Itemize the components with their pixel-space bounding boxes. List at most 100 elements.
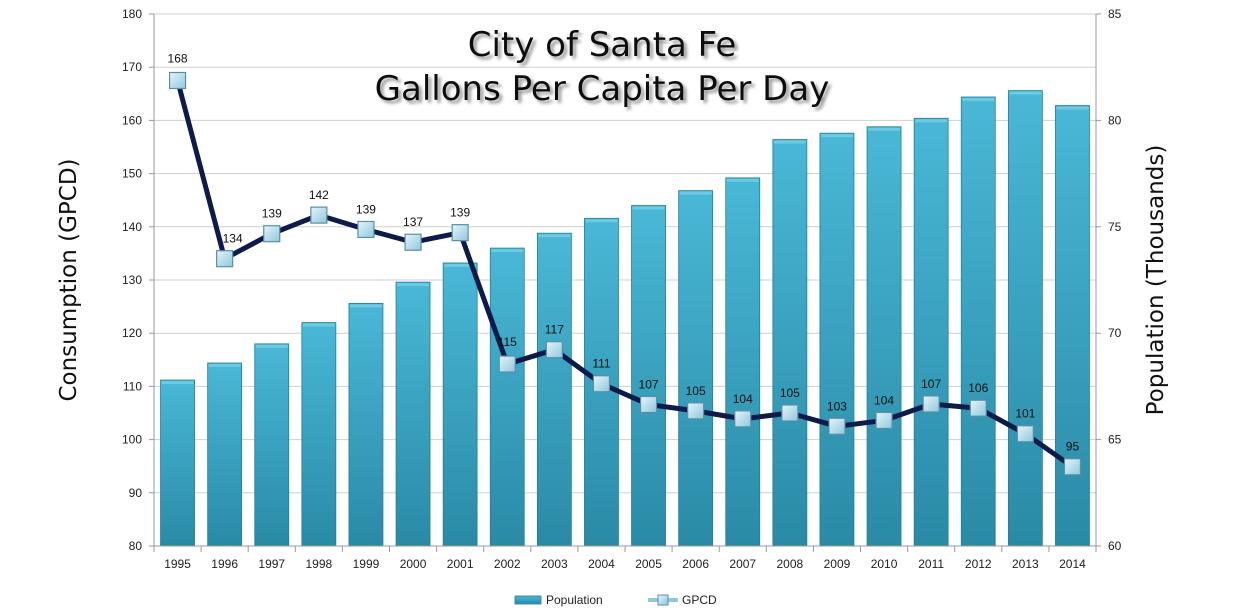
population-bar	[160, 379, 195, 547]
population-bar	[772, 139, 808, 547]
population-bar	[913, 117, 949, 547]
gpcd-marker	[734, 410, 752, 428]
gpcd-data-label: 139	[262, 207, 282, 221]
right-tick-label: 80	[1108, 113, 1122, 127]
population-bar-highlight	[820, 134, 853, 138]
gpcd-marker	[828, 417, 846, 435]
gpcd-data-label: 107	[921, 377, 941, 391]
x-tick-label: 2007	[729, 557, 756, 571]
gpcd-marker	[592, 375, 611, 393]
x-tick-label: 1998	[305, 557, 332, 571]
gpcd-marker	[687, 402, 705, 420]
population-bar	[725, 177, 761, 547]
gpcd-marker	[451, 224, 469, 242]
population-bar-highlight	[632, 206, 665, 210]
population-bar	[442, 262, 478, 547]
legend-population-swatch	[514, 595, 542, 605]
gpcd-data-label: 106	[968, 381, 988, 395]
legend-gpcd-label: GPCD	[682, 593, 717, 607]
gpcd-data-label: 105	[780, 386, 800, 400]
left-axis-title: Consumption (GPCD)	[56, 158, 82, 401]
population-bar-highlight	[302, 323, 335, 327]
population-bar-highlight	[773, 140, 806, 144]
legend: Population GPCD	[514, 593, 717, 607]
x-tick-label: 2009	[824, 557, 851, 571]
population-bar	[395, 281, 431, 547]
gpcd-data-label: 103	[827, 399, 847, 413]
population-bar	[254, 343, 290, 547]
right-axis-title: Population (Thousands)	[1143, 145, 1169, 416]
population-bar-highlight	[208, 363, 241, 367]
gpcd-data-label: 117	[545, 323, 564, 337]
x-tick-label: 2012	[965, 557, 992, 571]
population-bar-highlight	[585, 219, 618, 223]
left-tick-label: 100	[122, 433, 142, 447]
population-bar-highlight	[538, 234, 571, 238]
gpcd-data-label: 115	[498, 335, 517, 349]
x-tick-label: 2011	[918, 557, 944, 571]
population-bar-highlight	[255, 344, 288, 348]
population-bar-highlight	[1056, 106, 1089, 110]
gpcd-marker	[1016, 425, 1034, 443]
gpcd-data-label: 104	[874, 393, 894, 407]
x-tick-label: 1996	[211, 557, 238, 571]
left-tick-label: 140	[122, 220, 142, 234]
gpcd-marker	[1063, 458, 1082, 476]
population-bar	[348, 303, 384, 547]
x-tick-label: 1999	[353, 557, 380, 571]
x-tick-label: 2008	[776, 557, 803, 571]
gpcd-marker	[545, 341, 563, 359]
population-bar	[866, 126, 902, 547]
x-tick-label: 2001	[447, 557, 474, 571]
left-tick-label: 180	[122, 7, 142, 21]
population-bar	[819, 132, 855, 547]
gpcd-data-label: 168	[168, 52, 188, 66]
population-bar-highlight	[915, 119, 948, 123]
population-bar	[301, 322, 337, 547]
gpcd-data-label: 139	[450, 206, 470, 220]
population-bar	[960, 96, 996, 547]
right-tick-label: 70	[1108, 326, 1122, 340]
gpcd-data-label: 142	[309, 188, 329, 202]
gpcd-markers	[168, 71, 1082, 476]
x-tick-label: 2006	[682, 557, 709, 571]
population-bars	[160, 90, 1090, 547]
axes: 80 90 100 110 120 130 140 150 160 170 180 60 65 70 75 8…	[56, 7, 1169, 571]
population-bar	[536, 232, 572, 547]
gpcd-data-label: 111	[592, 357, 611, 371]
gpcd-data-label: 101	[1015, 407, 1035, 421]
gpcd-marker	[781, 404, 799, 422]
gpcd-marker	[310, 206, 328, 224]
gpcd-data-label: 134	[223, 232, 243, 246]
population-bar	[489, 247, 525, 547]
population-bar-highlight	[962, 97, 995, 101]
population-bar-highlight	[679, 191, 712, 195]
gpcd-data-label: 107	[639, 377, 659, 391]
population-bar-highlight	[349, 304, 382, 308]
gpcd-marker	[404, 233, 422, 251]
legend-population-label: Population	[546, 593, 603, 607]
left-tick-label: 120	[122, 326, 142, 340]
gpcd-marker	[216, 250, 234, 268]
gpcd-marker	[357, 220, 375, 239]
left-tick-label: 130	[122, 273, 142, 287]
x-tick-label: 1995	[164, 557, 191, 571]
left-tick-label: 150	[122, 167, 142, 181]
x-tick-label: 2005	[635, 557, 662, 571]
left-tick-label: 160	[122, 113, 142, 127]
population-bar-highlight	[491, 249, 524, 253]
population-bar	[1055, 105, 1090, 547]
gpcd-data-labels: 168 134 139 142 139 137 139 115 117 111 107 105 104 1…	[168, 52, 1080, 454]
population-bar	[678, 190, 714, 547]
x-tick-label: 2002	[494, 557, 521, 571]
right-tick-label: 85	[1108, 7, 1122, 21]
gpcd-marker	[498, 355, 516, 373]
gpcd-data-label: 139	[356, 202, 376, 216]
population-bar	[1007, 90, 1043, 547]
right-tick-label: 60	[1108, 539, 1122, 553]
left-tick-label: 170	[122, 60, 142, 74]
gpcd-data-label: 95	[1066, 440, 1080, 454]
x-tick-label: 2014	[1059, 557, 1086, 571]
